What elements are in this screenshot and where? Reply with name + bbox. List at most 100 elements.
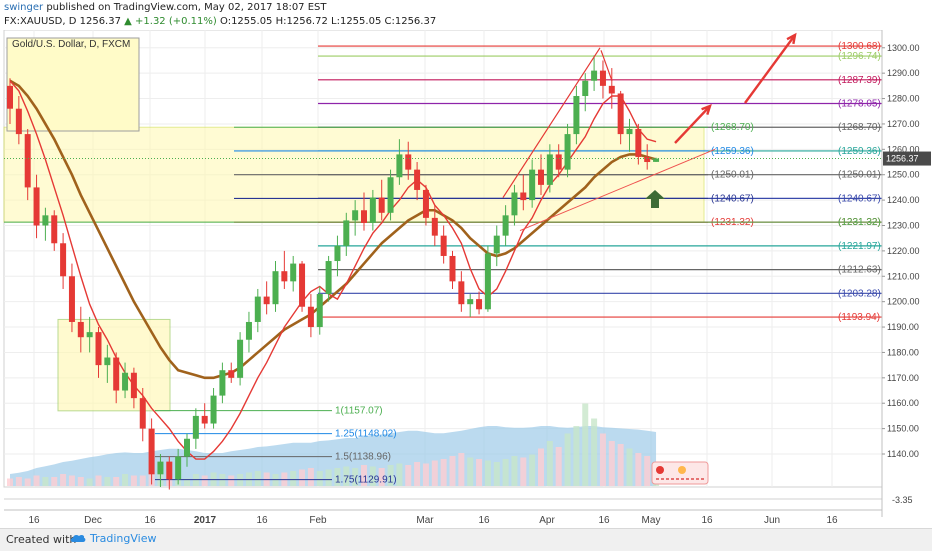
candle-body <box>387 177 394 213</box>
candle-body <box>86 332 93 338</box>
volume-bar <box>511 456 518 486</box>
candle <box>431 205 438 246</box>
candle <box>184 433 190 467</box>
price-tick-label: 1160.00 <box>887 398 919 408</box>
last-price-label: 1256.37 <box>886 154 919 164</box>
candle <box>361 192 367 231</box>
quote-line: FX:XAUUSD, D 1256.37 ▲ +1.32 (+0.11%) O:… <box>4 16 436 27</box>
price-axis: 1140.00 1150.00 1160.00 1170.00 1180.00 1190.… <box>4 30 932 527</box>
candle-body <box>653 158 660 162</box>
candle <box>139 387 146 442</box>
tradingview-cloud-icon <box>70 534 86 542</box>
candle-body <box>219 370 226 396</box>
candle <box>502 205 509 246</box>
price-tick-label: 1240.00 <box>887 195 920 205</box>
candle <box>201 403 208 429</box>
time-tick-label: May <box>642 515 661 526</box>
candle-body <box>157 461 164 475</box>
candle-body <box>378 197 385 213</box>
volume-bar <box>635 453 642 486</box>
candle <box>564 123 571 178</box>
price-tick-label: 1170.00 <box>887 373 919 383</box>
candle <box>95 327 102 378</box>
candle <box>281 250 288 289</box>
symbol-box <box>6 37 140 132</box>
tradingview-link[interactable]: TradingView <box>90 532 157 545</box>
candle-body <box>237 339 244 378</box>
volume-bar <box>139 475 146 486</box>
time-tick-label: 16 <box>256 515 268 526</box>
candle <box>42 207 49 241</box>
volume-bar <box>15 477 22 486</box>
fib-label: (1193.94) <box>838 312 880 323</box>
candle <box>130 367 137 409</box>
fib-ext-label: 1.75(1129.91) <box>335 475 397 486</box>
time-tick-label: Jun <box>764 515 780 526</box>
candle <box>653 157 660 162</box>
fib-inner-label: (1268.70) <box>711 122 754 133</box>
volume-bar <box>51 477 58 486</box>
candle <box>68 263 75 333</box>
volume-bar <box>95 475 102 486</box>
trend-line-channel <box>502 47 601 198</box>
candle-body <box>60 243 67 277</box>
drawings <box>502 32 797 485</box>
candle <box>77 306 84 353</box>
time-tick-label: 16 <box>28 515 40 526</box>
fib-ext-label: 1(1157.07) <box>335 406 383 417</box>
candles <box>7 55 660 490</box>
publish-line: swinger published on TradingView.com, Ma… <box>4 2 327 13</box>
candle-body <box>95 332 102 366</box>
green-level-label: (1231.32) <box>838 217 881 228</box>
candle-body <box>458 281 465 305</box>
candle-body <box>626 129 633 135</box>
candle <box>529 159 536 208</box>
candle-body <box>7 85 13 109</box>
volume-bar <box>555 447 562 486</box>
candle <box>414 162 421 201</box>
candle <box>582 73 589 112</box>
volume-bar <box>449 456 456 486</box>
candle-body <box>316 294 323 328</box>
candle <box>299 261 306 312</box>
volume-bar <box>307 468 314 486</box>
volume-bar <box>626 448 633 486</box>
candle-body <box>325 261 332 295</box>
volume-bar <box>201 475 208 486</box>
volume-bar <box>42 477 49 486</box>
fib-label: (1278.05) <box>838 99 881 110</box>
price-tick-label: 1140.00 <box>887 449 919 459</box>
fib-label: (1203.28) <box>838 288 881 299</box>
last-price-marker <box>883 151 931 166</box>
fib-label: (1221.97) <box>838 241 881 252</box>
author-link[interactable]: swinger <box>4 2 44 13</box>
indicator-value: -3.35 <box>892 495 913 505</box>
time-tick-label: Apr <box>539 515 555 526</box>
candle <box>520 174 527 211</box>
arrow-up-2-head <box>786 32 797 45</box>
fib-label: (1268.70) <box>838 122 881 133</box>
candle-body <box>405 154 412 170</box>
candle-body <box>573 96 580 135</box>
volume-bar <box>369 466 376 486</box>
time-tick-label: 16 <box>598 515 610 526</box>
volume-bar <box>467 457 474 486</box>
green-up-arrow-icon <box>645 190 665 208</box>
candle-body <box>493 235 500 254</box>
volume-bar <box>77 477 84 486</box>
candle <box>484 245 491 312</box>
candle <box>51 210 58 251</box>
candle-body <box>644 156 651 163</box>
candle-body <box>440 235 447 256</box>
arrow-up-2 <box>744 34 796 104</box>
candle <box>316 286 323 335</box>
volume-bar <box>538 448 544 486</box>
fib-inner-label: (1250.01) <box>711 170 754 181</box>
candle-body <box>77 321 84 338</box>
candle <box>148 418 155 485</box>
publish-info: published on TradingView.com, May 02, 20… <box>46 2 327 13</box>
candle <box>192 408 199 449</box>
candle <box>493 225 500 267</box>
volume-bar <box>86 478 93 486</box>
